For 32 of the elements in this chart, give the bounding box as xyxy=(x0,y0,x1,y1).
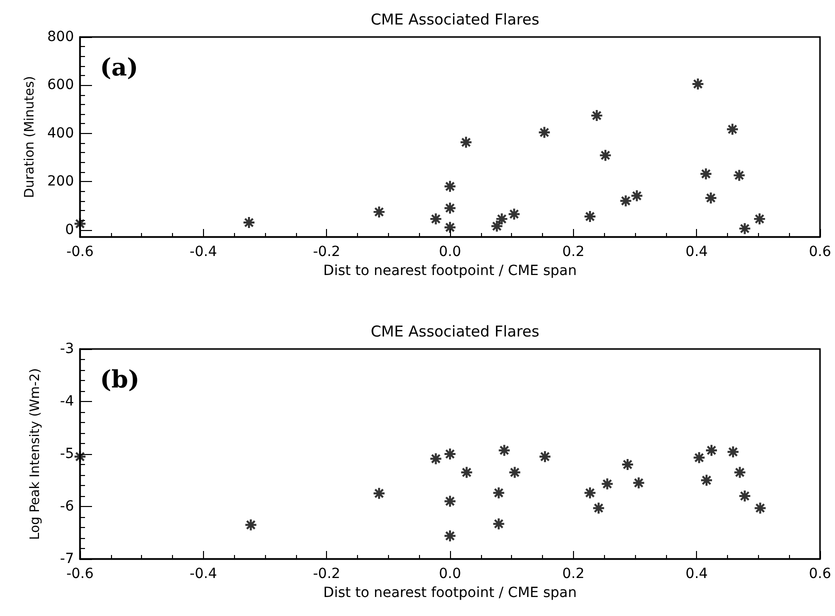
x-axis-title: Dist to nearest footpoint / CME span xyxy=(323,584,577,601)
y-axis-title: Log Peak Intensity (Wm-2) xyxy=(28,368,43,540)
x-tick-label: 0.4 xyxy=(686,244,708,260)
chart-title: CME Associated Flares xyxy=(370,322,540,340)
y-tick-label: -6 xyxy=(60,498,74,514)
x-tick-label: 0.2 xyxy=(562,244,584,260)
x-tick-label: -0.6 xyxy=(66,244,94,260)
y-tick-label: -5 xyxy=(60,446,74,462)
chart-title: CME Associated Flares xyxy=(370,10,540,28)
x-tick-label: -0.6 xyxy=(66,566,94,582)
x-tick-label: 0.6 xyxy=(808,566,832,582)
y-tick-label: -3 xyxy=(60,341,74,357)
x-axis-title: Dist to nearest footpoint / CME span xyxy=(323,262,577,279)
annotation: (a) xyxy=(100,52,138,82)
y-axis-title: Duration (Minutes) xyxy=(22,76,38,198)
x-tick-label: -0.2 xyxy=(313,244,340,260)
y-tick-label: -7 xyxy=(60,551,74,567)
annotation: (b) xyxy=(100,364,140,394)
x-tick-label: 0.4 xyxy=(686,566,708,582)
x-tick-label: -0.4 xyxy=(190,244,218,260)
x-tick-label: 0.2 xyxy=(562,566,584,582)
y-tick-label: 400 xyxy=(47,125,74,142)
x-tick-label: 0.0 xyxy=(438,566,462,582)
x-tick-label: -0.4 xyxy=(190,566,218,582)
x-tick-label: 0.6 xyxy=(808,244,832,260)
y-tick-label: 0 xyxy=(65,222,74,238)
y-tick-label: 200 xyxy=(47,174,74,190)
y-tick-label: 600 xyxy=(47,77,74,94)
y-tick-label: 800 xyxy=(47,29,74,45)
x-tick-label: 0.0 xyxy=(438,244,462,260)
x-tick-label: -0.2 xyxy=(313,566,340,582)
y-tick-label: -4 xyxy=(60,394,74,410)
